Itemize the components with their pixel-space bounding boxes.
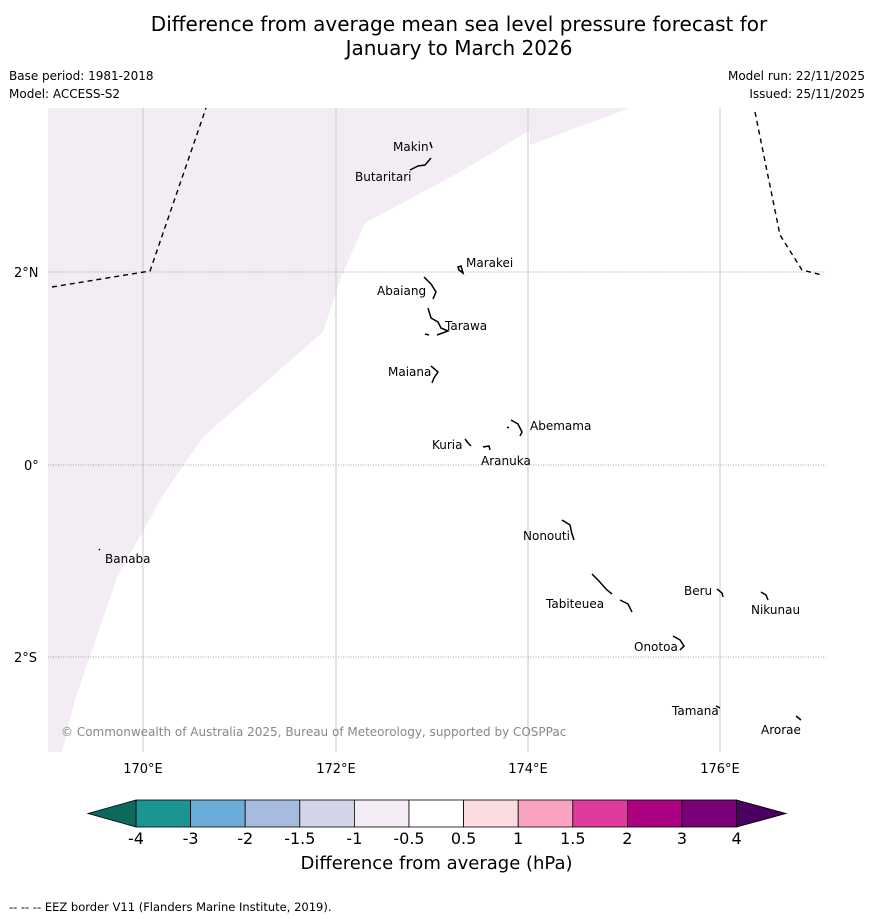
- colorbar-segment: [681, 799, 737, 828]
- island-kuria: [464, 438, 472, 447]
- island-tamana: [715, 705, 721, 709]
- island-maiana: [430, 365, 439, 384]
- colorbar-tick-label: -0.5: [393, 829, 425, 848]
- place-label: Arorae: [761, 723, 801, 737]
- colorbar-segment: [135, 799, 191, 828]
- colorbar: [86, 799, 788, 828]
- place-label: Nonouti: [523, 529, 570, 543]
- latitude-gridlines: [48, 271, 826, 658]
- island-abaiang: [423, 276, 437, 300]
- place-label: Maiana: [388, 365, 431, 379]
- title-line-2: January to March 2026: [345, 36, 573, 60]
- chart-title: Difference from average mean sea level p…: [0, 12, 873, 60]
- colorbar-tick-label: -2: [237, 829, 254, 848]
- place-label: Nikunau: [751, 603, 800, 617]
- colorbar-tick-label: 2: [622, 829, 633, 848]
- colorbar-segment: [353, 799, 410, 828]
- colorbar-segment: [572, 799, 628, 828]
- lon-label: 176°E: [700, 762, 740, 777]
- place-label: Tarawa: [444, 319, 487, 333]
- eez-footnote: -- -- -- EEZ border V11 (Flanders Marine…: [9, 900, 332, 914]
- colorbar-tick-label: -1.5: [284, 829, 316, 848]
- place-label: Tabiteuea: [545, 597, 604, 611]
- lon-label: 170°E: [123, 762, 163, 777]
- place-label: Marakei: [466, 256, 513, 270]
- place-label: Butaritari: [355, 170, 412, 184]
- model-name: Model: ACCESS-S2: [9, 87, 121, 101]
- island-butaritari: [409, 157, 432, 171]
- colorbar-ticks: -4 -3 -2 -1.5 -1 -0.5 0.5 1 1.5 2 3 4: [0, 829, 873, 849]
- eez-borders: [51, 107, 823, 288]
- longitude-gridlines: [142, 108, 721, 752]
- colorbar-tick-label: -4: [128, 829, 144, 848]
- base-period: Base period: 1981-2018: [9, 69, 154, 83]
- island-makin: [429, 141, 433, 149]
- lat-label: 2°S: [14, 651, 37, 666]
- place-label: Onotoa: [634, 640, 678, 654]
- copyright-text: © Commonwealth of Australia 2025, Bureau…: [61, 725, 566, 739]
- meta-left: Base period: 1981-2018 Model: ACCESS-S2: [9, 69, 154, 105]
- place-label: Abemama: [530, 419, 591, 433]
- lat-label: 0°: [24, 459, 39, 474]
- islands: [98, 141, 802, 721]
- place-label: Makin: [393, 140, 429, 154]
- colorbar-under-arrow: [86, 799, 137, 828]
- island-nonouti: [561, 519, 575, 541]
- island-nikunau: [760, 591, 769, 601]
- place-label: Aranuka: [481, 454, 531, 468]
- island-banaba: [98, 548, 101, 551]
- place-label: Tamana: [671, 704, 719, 718]
- colorbar-segment: [190, 799, 246, 828]
- colorbar-segment: [244, 799, 301, 828]
- place-label: Kuria: [432, 438, 463, 452]
- colorbar-tick-label: 3: [676, 829, 688, 848]
- colorbar-tick-label: 1.5: [560, 829, 586, 848]
- colorbar-tick-label: 4: [731, 829, 742, 848]
- colorbar-tick-label: -1: [346, 829, 363, 848]
- place-label: Beru: [684, 584, 712, 598]
- island-aranuka: [482, 445, 491, 451]
- colorbar-tick-label: 1: [513, 829, 524, 848]
- island-tabiteuea: [591, 573, 633, 613]
- island-abemama: [506, 419, 523, 437]
- colorbar-segment: [299, 799, 355, 828]
- model-run: Model run: 22/11/2025: [727, 69, 865, 83]
- lon-label: 174°E: [508, 762, 548, 777]
- place-label: Banaba: [105, 552, 151, 566]
- island-marakei: [457, 265, 465, 275]
- issued-date: Issued: 25/11/2025: [749, 87, 865, 101]
- colorbar-segment: [408, 799, 464, 828]
- island-beru: [716, 588, 724, 598]
- colorbar-segment: [463, 799, 519, 828]
- lon-label: 172°E: [316, 762, 356, 777]
- title-line-1: Difference from average mean sea level p…: [150, 12, 768, 36]
- island-tarawa: [424, 307, 451, 336]
- colorbar-segment: [517, 799, 574, 828]
- colorbar-label: Difference from average (hPa): [300, 853, 573, 874]
- place-label: Abaiang: [377, 284, 426, 298]
- island-arorae: [795, 715, 802, 721]
- colorbar-tick-label: -3: [182, 829, 199, 848]
- lat-label: 2°N: [14, 266, 39, 281]
- anomaly-shading-tip: [530, 108, 630, 145]
- colorbar-over-arrow: [736, 799, 788, 828]
- colorbar-segment: [627, 799, 683, 828]
- island-onotoa: [672, 635, 685, 651]
- meta-right: Model run: 22/11/2025 Issued: 25/11/2025: [728, 69, 865, 105]
- colorbar-tick-label: 0.5: [450, 829, 477, 848]
- anomaly-shading: [48, 108, 530, 752]
